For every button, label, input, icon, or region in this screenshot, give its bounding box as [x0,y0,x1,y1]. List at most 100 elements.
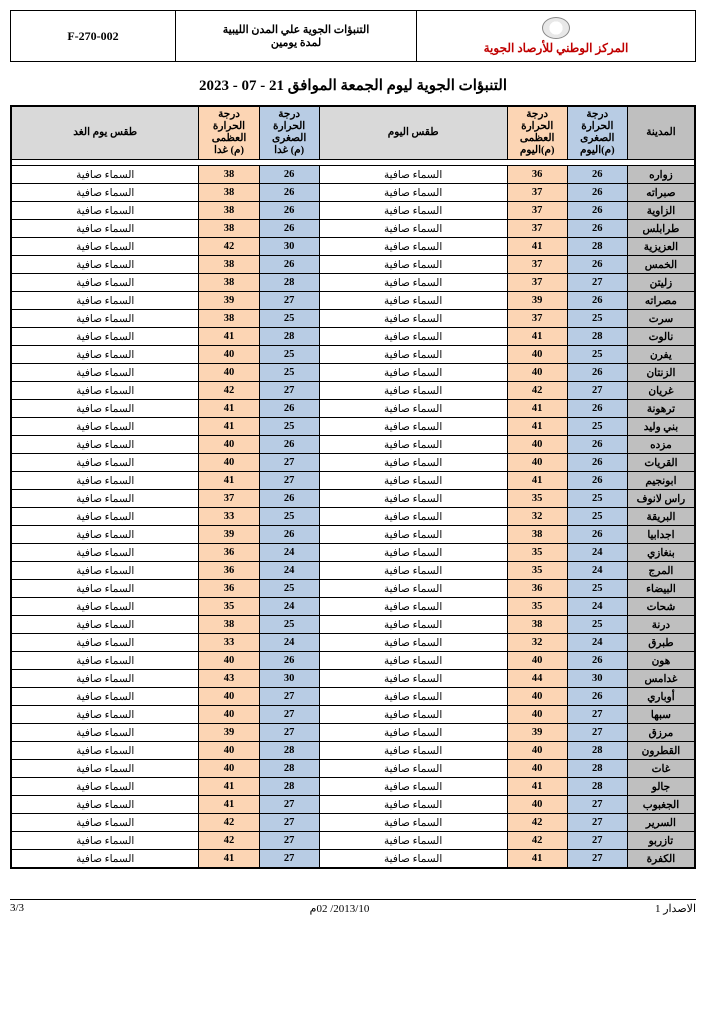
cell-max-tomorrow: 41 [199,778,259,796]
cell-max-today: 40 [507,688,567,706]
cell-min-today: 26 [567,184,627,202]
cell-wx-tomorrow: السماء صافية [11,670,199,688]
cell-min-tomorrow: 27 [259,472,319,490]
cell-max-tomorrow: 40 [199,436,259,454]
table-row: جالو2841السماء صافية2841السماء صافية [11,778,695,796]
cell-city: ترهونة [627,400,695,418]
cell-wx-today: السماء صافية [319,490,507,508]
cell-wx-tomorrow: السماء صافية [11,310,199,328]
cell-min-tomorrow: 24 [259,544,319,562]
cell-max-tomorrow: 40 [199,346,259,364]
cell-wx-today: السماء صافية [319,742,507,760]
cell-city: راس لانوف [627,490,695,508]
cell-min-tomorrow: 24 [259,598,319,616]
cell-max-tomorrow: 42 [199,238,259,256]
cell-wx-today: السماء صافية [319,166,507,184]
cell-max-today: 41 [507,850,567,868]
cell-min-tomorrow: 26 [259,490,319,508]
table-row: سبها2740السماء صافية2740السماء صافية [11,706,695,724]
cell-wx-today: السماء صافية [319,832,507,850]
cell-max-today: 40 [507,364,567,382]
cell-max-tomorrow: 40 [199,364,259,382]
cell-max-today: 37 [507,184,567,202]
cell-city: نالوت [627,328,695,346]
cell-city: زواره [627,166,695,184]
cell-min-tomorrow: 25 [259,508,319,526]
cell-min-tomorrow: 25 [259,364,319,382]
cell-wx-tomorrow: السماء صافية [11,436,199,454]
cell-wx-tomorrow: السماء صافية [11,688,199,706]
cell-min-today: 26 [567,220,627,238]
cell-wx-tomorrow: السماء صافية [11,562,199,580]
cell-min-today: 30 [567,670,627,688]
table-row: تازربو2742السماء صافية2742السماء صافية [11,832,695,850]
table-row: يفرن2540السماء صافية2540السماء صافية [11,346,695,364]
cell-min-today: 26 [567,436,627,454]
table-row: الخمس2637السماء صافية2638السماء صافية [11,256,695,274]
cell-min-today: 26 [567,526,627,544]
cell-max-today: 38 [507,526,567,544]
cell-min-today: 28 [567,778,627,796]
cell-max-tomorrow: 40 [199,688,259,706]
cell-min-today: 27 [567,274,627,292]
cell-max-tomorrow: 37 [199,490,259,508]
cell-wx-today: السماء صافية [319,850,507,868]
cell-min-tomorrow: 30 [259,670,319,688]
cell-min-tomorrow: 26 [259,166,319,184]
cell-city: هون [627,652,695,670]
cell-min-tomorrow: 27 [259,796,319,814]
cell-wx-tomorrow: السماء صافية [11,598,199,616]
cell-wx-tomorrow: السماء صافية [11,580,199,598]
cell-max-today: 37 [507,310,567,328]
cell-wx-today: السماء صافية [319,760,507,778]
cell-wx-tomorrow: السماء صافية [11,454,199,472]
table-row: صبراته2637السماء صافية2638السماء صافية [11,184,695,202]
cell-wx-today: السماء صافية [319,256,507,274]
cell-max-tomorrow: 40 [199,742,259,760]
cell-max-tomorrow: 36 [199,562,259,580]
cell-city: أوباري [627,688,695,706]
table-row: اجدابيا2638السماء صافية2639السماء صافية [11,526,695,544]
cell-min-today: 25 [567,508,627,526]
col-max-today: درجة الحرارة العظمى (م)اليوم [507,106,567,160]
cell-max-today: 32 [507,634,567,652]
cell-min-today: 26 [567,364,627,382]
cell-max-tomorrow: 43 [199,670,259,688]
table-row: غريان2742السماء صافية2742السماء صافية [11,382,695,400]
cell-wx-today: السماء صافية [319,526,507,544]
cell-min-tomorrow: 27 [259,292,319,310]
cell-min-tomorrow: 26 [259,400,319,418]
cell-wx-today: السماء صافية [319,724,507,742]
cell-wx-today: السماء صافية [319,436,507,454]
table-row: البريقة2532السماء صافية2533السماء صافية [11,508,695,526]
table-row: مرزق2739السماء صافية2739السماء صافية [11,724,695,742]
cell-wx-tomorrow: السماء صافية [11,814,199,832]
cell-max-tomorrow: 38 [199,274,259,292]
cell-max-tomorrow: 38 [199,220,259,238]
cell-min-tomorrow: 26 [259,184,319,202]
cell-max-today: 40 [507,796,567,814]
cell-max-tomorrow: 35 [199,598,259,616]
table-row: مزده2640السماء صافية2640السماء صافية [11,436,695,454]
cell-max-today: 41 [507,400,567,418]
cell-min-today: 26 [567,472,627,490]
cell-min-today: 26 [567,454,627,472]
org-name: المركز الوطني للأرصاد الجوية [484,41,629,56]
table-row: ترهونة2641السماء صافية2641السماء صافية [11,400,695,418]
cell-wx-tomorrow: السماء صافية [11,274,199,292]
cell-min-tomorrow: 25 [259,616,319,634]
cell-wx-today: السماء صافية [319,778,507,796]
cell-max-today: 41 [507,472,567,490]
col-min-tomorrow: درجة الحرارة الصغرى (م) غدا [259,106,319,160]
cell-wx-tomorrow: السماء صافية [11,382,199,400]
cell-wx-today: السماء صافية [319,346,507,364]
cell-city: العزيزية [627,238,695,256]
table-row: السرير2742السماء صافية2742السماء صافية [11,814,695,832]
cell-max-tomorrow: 39 [199,526,259,544]
cell-wx-today: السماء صافية [319,472,507,490]
cell-min-tomorrow: 30 [259,238,319,256]
cell-wx-today: السماء صافية [319,328,507,346]
cell-min-today: 27 [567,832,627,850]
cell-wx-today: السماء صافية [319,814,507,832]
cell-max-tomorrow: 38 [199,184,259,202]
